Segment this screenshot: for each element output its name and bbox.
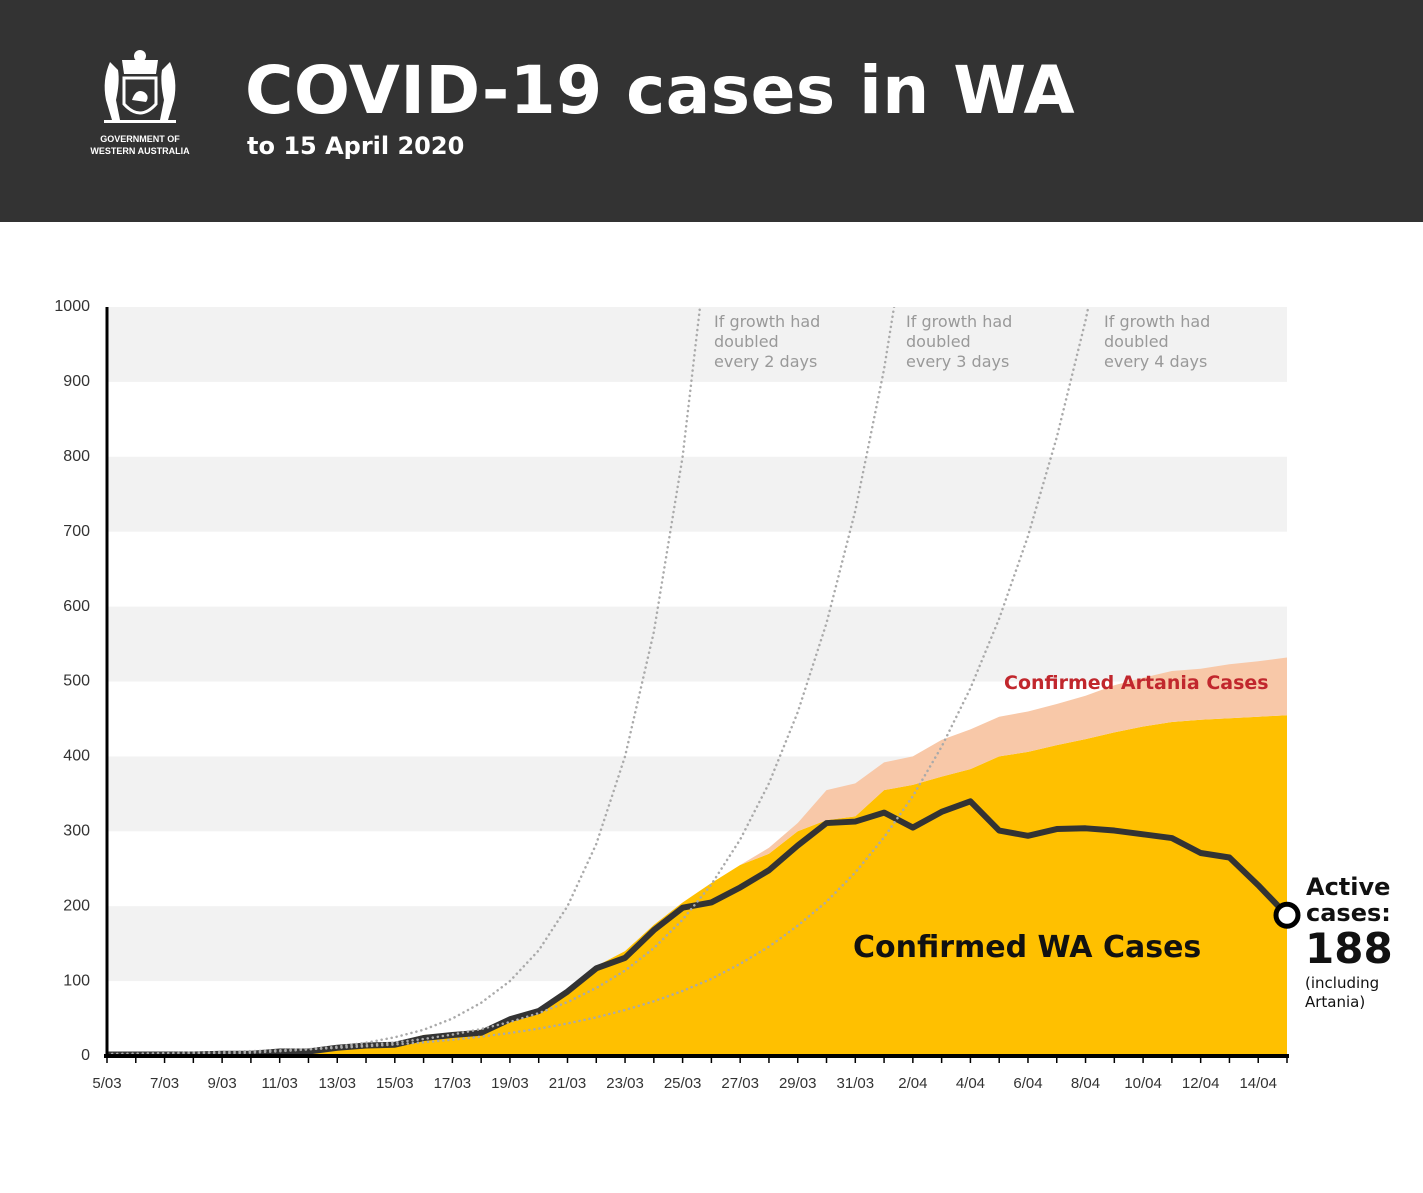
agency-line: WESTERN AUSTRALIA [90,146,190,156]
x-tick-label: 9/03 [208,1075,237,1092]
x-tick-label: 7/03 [150,1075,179,1092]
active-value: 188 [1305,924,1393,973]
end-marker [1273,901,1301,929]
x-tick-label: 21/03 [549,1075,587,1092]
y-tick-label: 700 [63,523,90,540]
series-label: Confirmed WA Cases [853,930,1202,965]
x-tick-label: 14/04 [1239,1075,1277,1092]
line [107,798,1287,1056]
x-tick-label: 12/04 [1182,1075,1220,1092]
x-tick-label: 31/03 [837,1075,875,1092]
y-tick-label: 500 [63,673,90,690]
y-tick-label: 100 [63,972,90,989]
area [107,715,1287,1056]
doubling-curve [107,307,1090,1056]
x-tick-label: 13/03 [318,1075,356,1092]
x-tick-label: 27/03 [721,1075,759,1092]
y-tick-label: 300 [63,823,90,840]
y-tick-label: 900 [63,373,90,390]
x-tick-label: 17/03 [434,1075,472,1092]
x-tick-label: 23/03 [606,1075,644,1092]
annotation: (including Artania) [1305,974,1380,1011]
header-band [0,0,1423,222]
doubling-curve [107,307,896,1056]
grid-band [107,606,1287,682]
x-tick-label: 8/04 [1071,1075,1100,1092]
x-tick-label: 11/03 [261,1075,297,1092]
crest [104,50,176,123]
x-tick-label: 2/04 [898,1075,927,1092]
agency-line: GOVERNMENT OF [100,134,180,144]
x-tick-label: 10/04 [1124,1075,1162,1092]
y-tick-label: 1000 [54,298,90,315]
area [107,657,1287,1055]
y-tick-label: 0 [81,1047,90,1064]
doubling-curve [107,307,702,1056]
grid-band [107,456,1287,532]
curve-label: If growth had doubled every 4 days [1104,312,1211,371]
y-tick-label: 600 [63,598,90,615]
x-tick-label: 4/04 [956,1075,985,1092]
grid-band [107,307,1287,382]
x-tick-label: 25/03 [664,1075,702,1092]
y-tick-label: 400 [63,748,90,765]
x-tick-label: 6/04 [1013,1075,1042,1092]
curve-label: If growth had doubled every 3 days [906,312,1013,371]
x-tick-label: 5/03 [92,1075,121,1092]
x-tick-label: 29/03 [779,1075,817,1092]
y-tick-label: 800 [63,448,90,465]
y-tick-label: 200 [63,897,90,914]
x-tick-label: 15/03 [376,1075,414,1092]
subtitle: to 15 April 2020 [247,132,465,160]
title: COVID-19 cases in WA [245,52,1076,129]
curve-label: If growth had doubled every 2 days [714,312,821,371]
series-label: Active cases: [1306,873,1391,927]
series-label: Confirmed Artania Cases [1004,672,1269,694]
x-tick-label: 19/03 [491,1075,529,1092]
